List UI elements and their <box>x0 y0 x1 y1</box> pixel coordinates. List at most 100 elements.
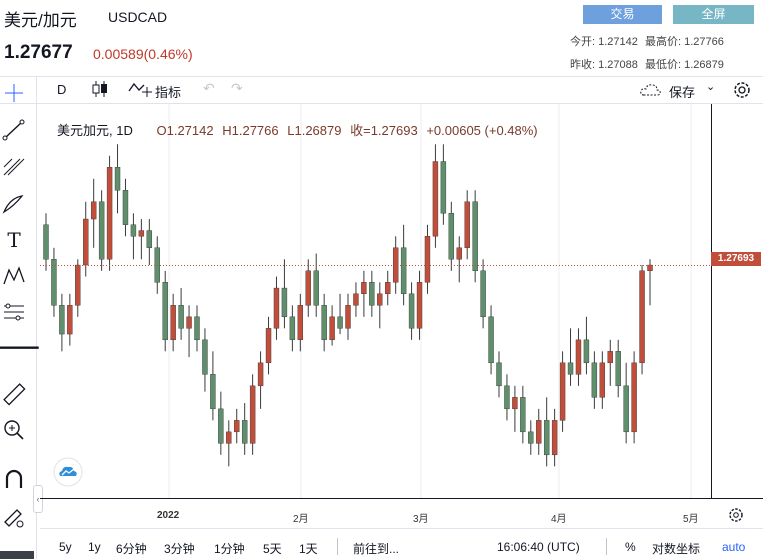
measure-lines-icon[interactable] <box>0 298 28 326</box>
range-5d[interactable]: 5天 <box>263 542 282 556</box>
text-tool-icon[interactable]: T <box>7 228 21 252</box>
x-tick-mar: 3月 <box>413 514 429 525</box>
candle <box>265 316 272 375</box>
candle-body <box>424 236 431 283</box>
candle <box>583 316 590 375</box>
candle <box>43 213 49 271</box>
candle-body <box>520 397 526 433</box>
price-axis-tag: 1.27693 <box>711 252 761 266</box>
candle <box>329 305 335 346</box>
candle <box>607 339 613 386</box>
candle <box>313 253 319 317</box>
magnet-icon[interactable] <box>0 466 28 494</box>
fib-lines-icon[interactable] <box>0 153 28 181</box>
candle-body <box>416 282 423 329</box>
candle-body <box>385 282 391 295</box>
low-value: 1.26879 <box>684 59 724 71</box>
auto-scale-toggle[interactable]: auto <box>722 540 746 554</box>
axis-settings-gear-icon[interactable] <box>727 506 745 524</box>
candle <box>281 259 288 329</box>
candle-body <box>289 316 296 341</box>
last-price: 1.27677 <box>4 42 73 63</box>
pattern-icon[interactable] <box>0 262 28 290</box>
candle <box>536 408 542 455</box>
tv-cloud-logo-icon[interactable] <box>53 457 83 487</box>
candle-body <box>114 167 121 191</box>
interval-button[interactable]: D <box>57 82 67 97</box>
zoom-in-icon[interactable] <box>0 416 28 444</box>
fullscreen-button[interactable]: 全屏 <box>673 5 754 24</box>
candle-body <box>551 420 558 456</box>
legend-change: +0.00605 (+0.48%) <box>426 123 538 138</box>
lock-icon[interactable] <box>0 502 28 530</box>
candle-body <box>480 270 486 318</box>
candle-body <box>273 287 280 329</box>
scroll-stub <box>0 551 34 559</box>
cloud-icon[interactable] <box>638 80 664 100</box>
candle-body <box>170 305 176 341</box>
collapse-toolbar-button[interactable]: ‹ <box>33 485 43 513</box>
candle <box>106 155 113 271</box>
range-1d[interactable]: 1天 <box>299 542 318 556</box>
candle-body <box>210 374 216 410</box>
candle-body <box>106 167 113 260</box>
candle-body <box>591 362 598 398</box>
candle <box>575 328 582 386</box>
candle <box>249 374 256 455</box>
candle-body <box>162 282 168 341</box>
candle-body <box>623 385 629 433</box>
save-button[interactable]: 保存 <box>669 85 696 100</box>
candle <box>623 362 629 444</box>
brush-icon[interactable] <box>0 190 28 218</box>
candle-body <box>186 316 192 329</box>
range-5y[interactable]: 5y <box>59 540 72 554</box>
candle <box>170 293 176 352</box>
clock-time[interactable]: 16:06:40 (UTC) <box>497 540 580 554</box>
candle-body <box>639 270 645 364</box>
goto-date-button[interactable]: 前往到... <box>353 542 400 556</box>
trend-line-icon[interactable] <box>0 116 28 144</box>
candle-body <box>432 161 439 237</box>
candle <box>615 339 621 398</box>
candlestick-chart[interactable] <box>40 104 711 498</box>
indicators-button[interactable]: 指标 <box>155 85 182 100</box>
redo-icon[interactable]: ↷ <box>231 80 243 96</box>
gear-icon[interactable] <box>731 79 753 101</box>
candle <box>289 305 296 352</box>
chevron-down-icon[interactable]: ⌄ <box>706 81 716 93</box>
range-1y[interactable]: 1y <box>88 540 101 554</box>
candle-type-icon[interactable] <box>90 78 110 100</box>
arrow-left-icon[interactable]: 🡐 <box>0 336 41 359</box>
legend-interval[interactable]: 1D <box>116 123 133 138</box>
prev-close-stat: 昨收: 1.27088 最低价: 1.26879 <box>570 56 724 72</box>
candle <box>392 236 399 294</box>
candle <box>456 236 462 283</box>
range-3min[interactable]: 3分钟 <box>164 542 195 556</box>
candle <box>512 385 518 432</box>
candle <box>520 385 526 444</box>
candle-body <box>615 351 621 387</box>
trade-button[interactable]: 交易 <box>583 5 662 24</box>
candle-body <box>178 305 184 329</box>
indicators-icon[interactable] <box>127 79 153 99</box>
candle-body <box>496 362 502 387</box>
price-axis-border <box>711 104 712 498</box>
percent-toggle[interactable]: % <box>625 540 636 554</box>
candle <box>440 144 447 225</box>
range-1min[interactable]: 1分钟 <box>214 542 245 556</box>
candle-body <box>559 362 566 421</box>
candle-body <box>408 293 415 329</box>
candle-body <box>297 305 304 341</box>
range-6min[interactable]: 6分钟 <box>116 542 147 556</box>
candle <box>424 224 431 294</box>
chart-legend: 美元加元, 1D O1.27142 H1.27766 L1.26879 收=1.… <box>57 120 538 139</box>
log-scale-toggle[interactable]: 对数坐标 <box>652 542 701 556</box>
candle <box>432 144 439 248</box>
candle-body <box>43 224 49 260</box>
candle <box>480 259 486 329</box>
candle <box>599 351 606 409</box>
crosshair-icon[interactable] <box>0 79 28 107</box>
bottom-divider <box>40 528 763 529</box>
ruler-icon[interactable] <box>0 380 28 408</box>
undo-icon[interactable]: ↶ <box>203 80 215 96</box>
